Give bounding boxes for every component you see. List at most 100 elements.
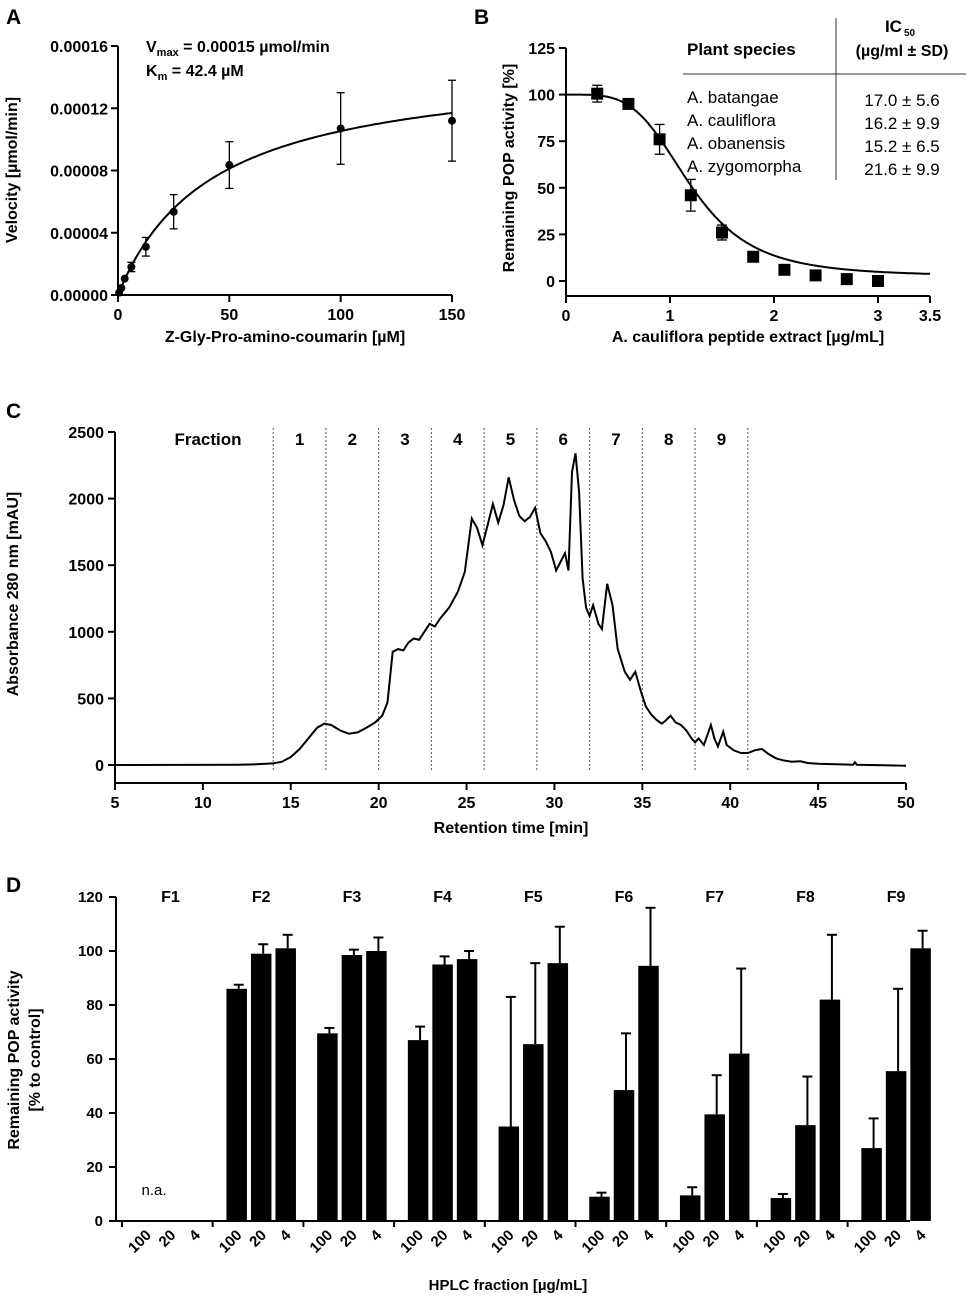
panel-c-x-tick-label: 25 <box>458 795 476 812</box>
fraction-group-label: F5 <box>524 889 543 906</box>
fraction-number-label: 3 <box>400 430 409 449</box>
fraction-group-label: F3 <box>343 889 362 906</box>
panel-c-x-tick-label: 50 <box>897 795 915 812</box>
panel-b-data-point <box>809 269 822 282</box>
panel-b-data-point <box>622 97 635 110</box>
panel-a-x-tick-label: 100 <box>327 307 354 324</box>
panel-b-data-point <box>716 226 728 239</box>
concentration-tick-label: 100 <box>397 1227 427 1257</box>
concentration-tick-label: 100 <box>488 1227 518 1257</box>
panel-b-y-tick-label: 0 <box>546 274 555 291</box>
panel-b-y-label: Remaining POP activity [%] <box>501 64 518 273</box>
panel-a-y-label: Velocity [µmol/min] <box>4 97 21 243</box>
table-row-ic50: 17.0 ± 5.6 <box>864 91 940 110</box>
concentration-tick-label: 20 <box>337 1227 361 1251</box>
bar <box>366 951 387 1221</box>
panel-c-x-tick-label: 5 <box>111 795 120 812</box>
bar <box>498 1126 520 1221</box>
fraction-group-label: F4 <box>433 889 452 906</box>
concentration-tick-label: 4 <box>367 1226 385 1244</box>
table-row-species: A. cauliflora <box>687 111 776 130</box>
panel-b-data-point <box>778 263 791 276</box>
fraction-number-label: 5 <box>506 430 515 449</box>
panel-b-data-point <box>653 133 666 146</box>
panel-a-y-tick-label: 0.00000 <box>50 288 108 305</box>
panel-c-letter: C <box>6 400 21 423</box>
panel-c-x-label: Retention time [min] <box>434 820 589 837</box>
concentration-tick-label: 4 <box>912 1226 930 1244</box>
panel-b-inhibition-chart: B 0 25 50 75 100 125 0 1 2 3 3.5 Plant species IC… <box>474 6 966 346</box>
panel-c-x-tick-label: 20 <box>370 795 388 812</box>
table-row-species: A. batangae <box>687 88 779 107</box>
panel-a-km-annotation: Km = 42.4 µM <box>146 63 244 83</box>
panel-a-data-point <box>448 116 456 125</box>
panel-b-y-tick-label: 25 <box>537 227 555 244</box>
panel-d-y-tick-label: 0 <box>95 1213 103 1230</box>
panel-c-x-tick-label: 40 <box>721 795 739 812</box>
bar <box>704 1114 725 1221</box>
panel-b-letter: B <box>474 6 489 29</box>
fraction-group-label: F8 <box>796 889 815 906</box>
panel-d-y-tick-label: 40 <box>86 1105 103 1122</box>
fraction-number-label: 4 <box>453 430 463 449</box>
panel-c-x-tick-label: 30 <box>546 795 564 812</box>
bar <box>770 1198 792 1221</box>
panel-a-x-tick-label: 150 <box>439 307 466 324</box>
panel-a-x-label: Z-Gly-Pro-amino-coumarin [µM] <box>165 329 405 346</box>
panel-c-x-tick-label: 45 <box>809 795 827 812</box>
panel-b-data-point <box>872 275 884 287</box>
bar <box>728 1053 750 1221</box>
panel-b-y-tick-label: 75 <box>537 134 555 151</box>
table-row-ic50: 15.2 ± 6.5 <box>864 137 940 156</box>
panel-a-data-point <box>169 207 178 216</box>
bar <box>456 959 478 1221</box>
concentration-tick-label: 4 <box>277 1226 295 1244</box>
fraction-number-label: 9 <box>717 430 726 449</box>
panel-b-x-label: A. cauliflora peptide extract [µg/mL] <box>612 329 884 346</box>
fraction-number-label: 7 <box>611 430 620 449</box>
concentration-tick-label: 20 <box>246 1227 270 1251</box>
table-header-ic50-units: (µg/ml ± SD) <box>856 43 949 60</box>
bar <box>613 1090 635 1221</box>
panel-a-x-tick-label: 0 <box>114 307 123 324</box>
table-header-species: Plant species <box>687 40 796 59</box>
bar <box>523 1044 544 1221</box>
panel-d-y-tick-label: 120 <box>78 889 103 906</box>
panel-c-y-label: Absorbance 280 nm [mAU] <box>5 492 22 697</box>
panel-b-data-point <box>747 250 760 263</box>
fraction-group-label: F6 <box>615 889 634 906</box>
panel-a-data-point <box>117 283 126 292</box>
concentration-tick-label: 4 <box>730 1226 748 1244</box>
panel-a-data-point <box>336 124 345 133</box>
bar <box>589 1196 610 1221</box>
bar <box>226 988 247 1221</box>
bar <box>910 948 931 1221</box>
table-row-ic50: 21.6 ± 9.9 <box>864 160 940 179</box>
bar <box>407 1040 429 1221</box>
concentration-tick-label: 100 <box>760 1227 790 1257</box>
panel-d-y-label-line2: [% to control] <box>27 1008 44 1111</box>
fraction-group-label: F2 <box>252 889 271 906</box>
panel-b-data-point <box>840 273 853 286</box>
panel-a-kinetics-chart: A 0.00000 0.00004 0.00008 0.00012 0.00016 0 5… <box>4 6 465 346</box>
concentration-tick-label: 100 <box>669 1227 699 1257</box>
bar <box>341 955 363 1221</box>
panel-b-data-point <box>684 189 697 202</box>
panel-b-data-point <box>591 87 604 100</box>
panel-c-y-tick-label: 1500 <box>68 558 104 575</box>
table-row-species: A. obanensis <box>687 134 785 153</box>
concentration-tick-label: 4 <box>821 1226 839 1244</box>
concentration-tick-label: 100 <box>125 1227 155 1257</box>
concentration-tick-label: 20 <box>609 1227 633 1251</box>
panel-b-y-tick-label: 50 <box>537 181 555 198</box>
panel-b-x-tick-label: 1 <box>666 308 675 325</box>
ic50-table: Plant species IC 50 (µg/ml ± SD) A. batan… <box>683 17 966 180</box>
bar <box>819 999 841 1221</box>
panel-a-y-tick-label: 0.00004 <box>50 226 108 243</box>
bar <box>275 948 296 1221</box>
panel-c-absorbance-trace <box>114 453 907 767</box>
panel-b-x-tick-label: 3.5 <box>919 308 941 325</box>
